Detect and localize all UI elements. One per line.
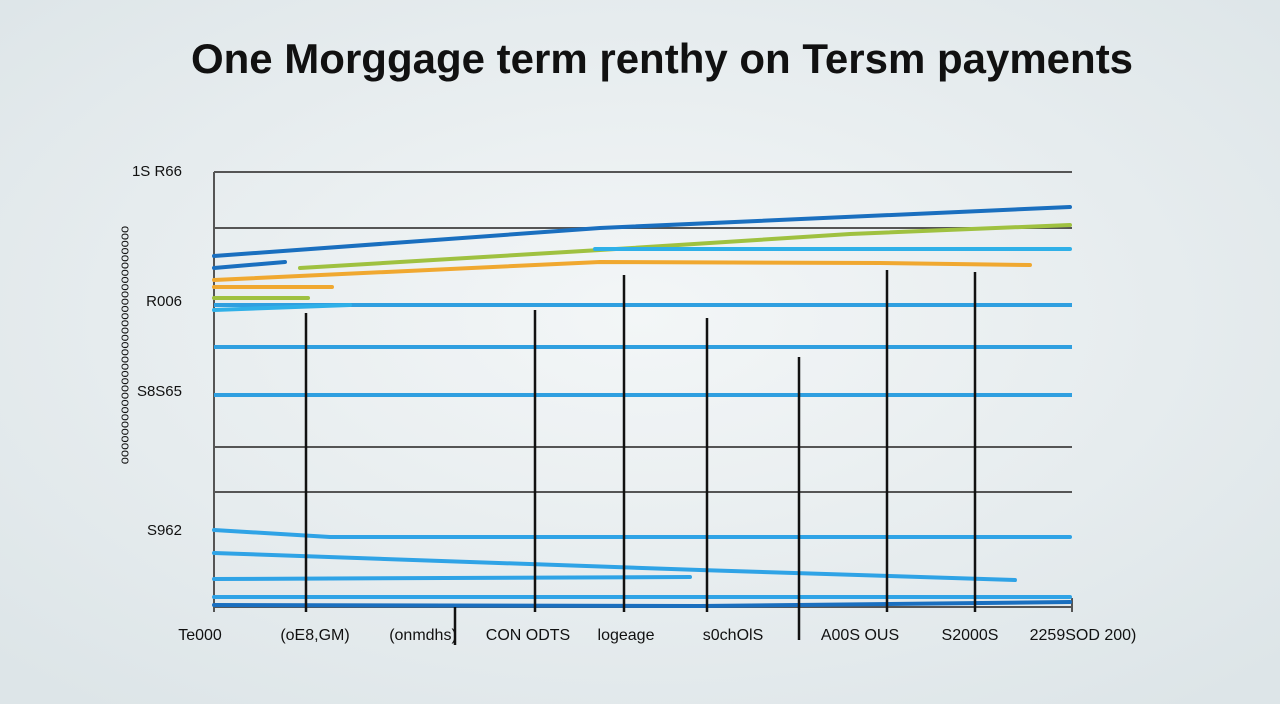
series-line: [212, 600, 1072, 609]
y-tick-label: S962: [147, 522, 182, 539]
series-line: [298, 223, 1072, 270]
chart-title: One Morggage term ɼenthy on Tersm paymen…: [191, 35, 1133, 82]
x-tick-label: 2259SOD 200): [1030, 627, 1137, 644]
x-tick-label: S2000S: [942, 627, 999, 644]
series-lines: [212, 205, 1072, 609]
series-line: [212, 551, 1017, 582]
series-line: [212, 303, 352, 312]
y-axis-label: ooooooooooooooooooooooooooooooooo: [116, 226, 131, 465]
series-line: [212, 260, 287, 270]
x-tick-label: (oE8,GM): [280, 627, 349, 644]
x-tick-label: Te000: [178, 627, 222, 644]
series-line: [212, 528, 1072, 539]
x-tick-label: s0chOlS: [703, 627, 763, 644]
y-tick-label: 1S R66: [132, 163, 182, 180]
x-tick-label: A00S OUS: [821, 627, 899, 644]
y-tick-label: S8S65: [137, 383, 182, 400]
vertical-lines: [304, 270, 977, 645]
x-tick-label: logeage: [598, 627, 655, 644]
x-tick-label: CON ODTS: [486, 627, 570, 644]
x-tick-label: (onmdhs): [389, 627, 457, 644]
series-line: [212, 205, 1072, 258]
series-line: [212, 259, 1032, 282]
y-tick-label: R006: [146, 293, 182, 310]
series-line: [212, 575, 692, 581]
